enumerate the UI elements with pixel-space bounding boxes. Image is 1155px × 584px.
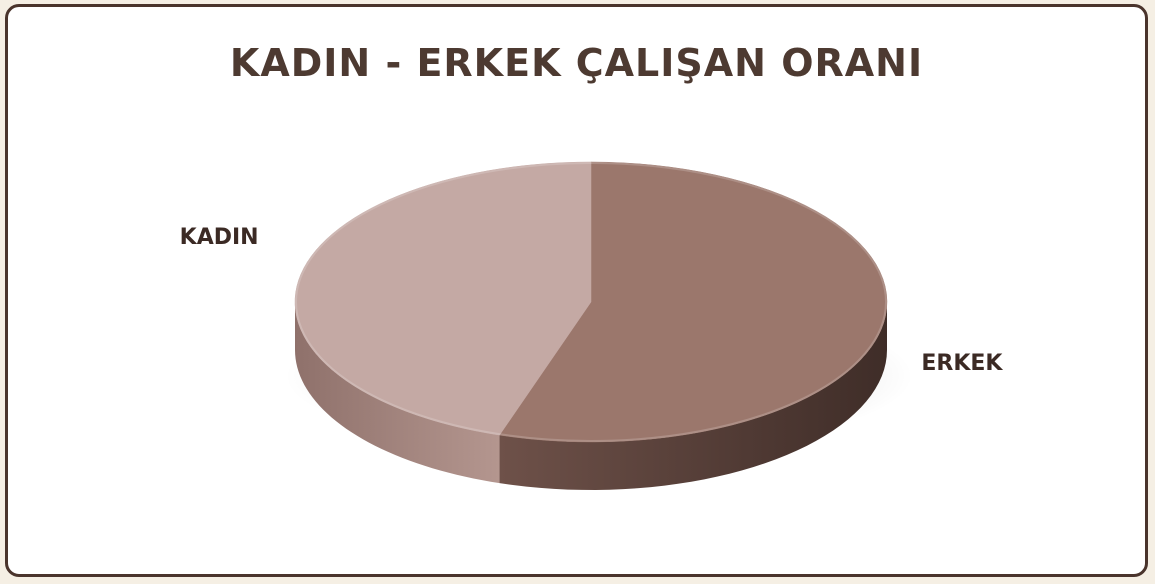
pie-label-kadin: KADIN <box>180 225 259 250</box>
pie-side-kadin <box>295 302 500 484</box>
pie-side-erkek <box>499 302 887 490</box>
pie-chart: ERKEK KADIN <box>180 161 1003 490</box>
pie-slice-erkek <box>499 161 888 443</box>
pie-rim <box>295 162 887 442</box>
pie-label-erkek: ERKEK <box>921 351 1003 376</box>
pie-slice-kadin <box>294 161 592 436</box>
chart-title: KADIN - ERKEK ÇALIŞAN ORANI <box>229 41 924 85</box>
chart-frame: KADIN - ERKEK ÇALIŞAN ORANI ERKEK KADIN <box>5 4 1148 577</box>
